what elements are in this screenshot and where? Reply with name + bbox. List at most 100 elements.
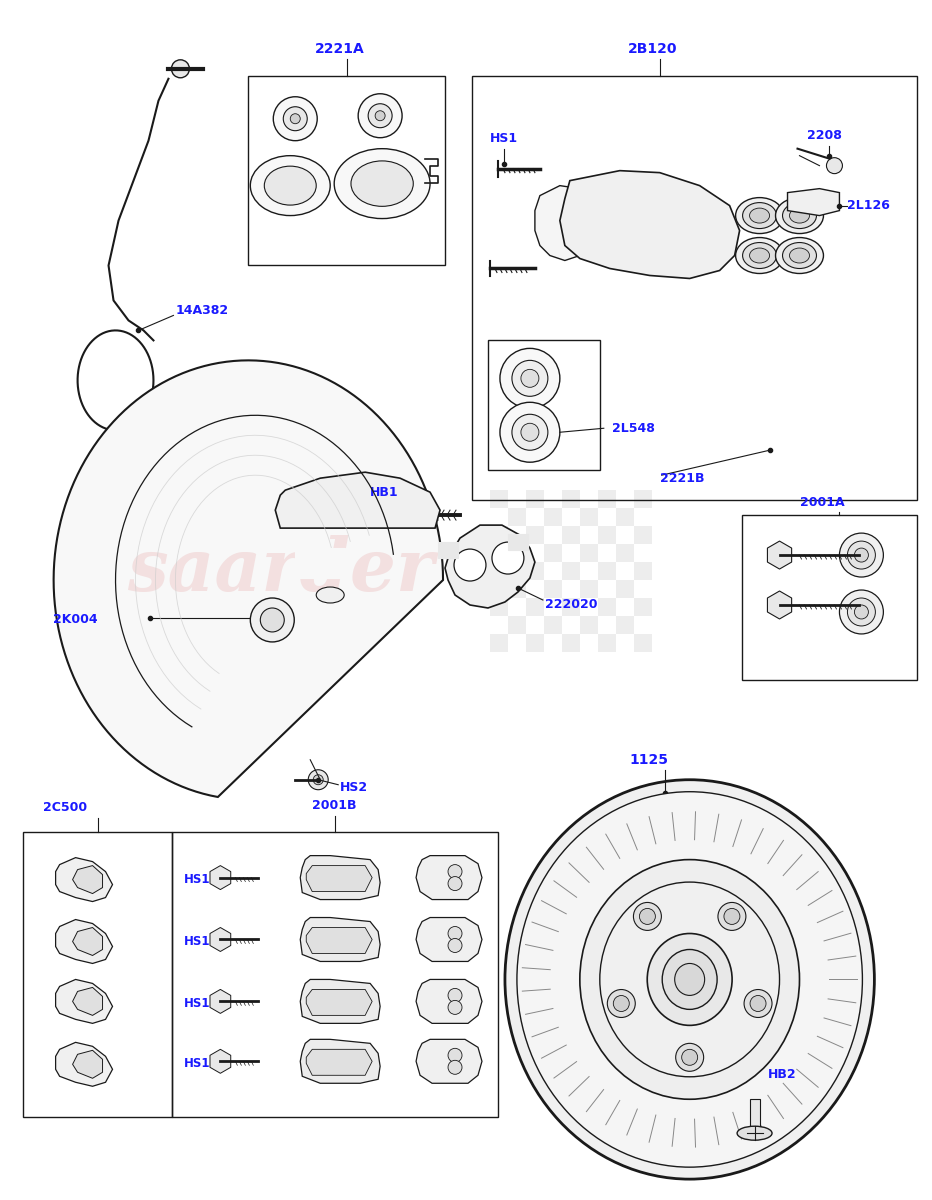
Bar xyxy=(562,562,580,580)
Bar xyxy=(526,562,544,580)
Polygon shape xyxy=(210,1049,231,1073)
Circle shape xyxy=(634,902,662,930)
Ellipse shape xyxy=(749,248,770,263)
Circle shape xyxy=(313,775,323,785)
Text: 2K004: 2K004 xyxy=(52,613,97,626)
Ellipse shape xyxy=(743,242,776,269)
Text: 2208: 2208 xyxy=(807,130,843,142)
Ellipse shape xyxy=(783,242,816,269)
Polygon shape xyxy=(300,979,380,1024)
Circle shape xyxy=(171,60,189,78)
Circle shape xyxy=(448,865,462,878)
Bar xyxy=(616,616,634,634)
Ellipse shape xyxy=(735,198,784,234)
Circle shape xyxy=(368,103,392,127)
Circle shape xyxy=(718,902,746,930)
Bar xyxy=(490,562,508,580)
Text: 2L126: 2L126 xyxy=(847,199,890,212)
Text: HS2: HS2 xyxy=(340,781,368,794)
Bar xyxy=(597,634,616,652)
Bar xyxy=(508,616,526,634)
Circle shape xyxy=(448,926,462,941)
Bar xyxy=(634,562,651,580)
Ellipse shape xyxy=(749,208,770,223)
Polygon shape xyxy=(307,990,372,1015)
Bar xyxy=(508,534,528,550)
Text: saarder: saarder xyxy=(127,534,433,606)
Polygon shape xyxy=(275,472,440,528)
Bar xyxy=(562,598,580,616)
Bar xyxy=(634,526,651,544)
Circle shape xyxy=(273,97,317,140)
Bar xyxy=(526,490,544,508)
Circle shape xyxy=(512,360,548,396)
Ellipse shape xyxy=(663,949,717,1009)
Circle shape xyxy=(260,608,284,632)
Circle shape xyxy=(744,990,772,1018)
Polygon shape xyxy=(300,856,380,900)
Polygon shape xyxy=(767,592,791,619)
Text: 1125: 1125 xyxy=(630,752,669,767)
Ellipse shape xyxy=(316,587,344,602)
Bar xyxy=(544,616,562,634)
Circle shape xyxy=(448,989,462,1002)
Bar xyxy=(544,508,562,526)
Text: HS1: HS1 xyxy=(184,874,210,886)
Circle shape xyxy=(376,110,385,121)
Ellipse shape xyxy=(265,166,316,205)
Text: 14A382: 14A382 xyxy=(175,304,228,317)
Ellipse shape xyxy=(737,1127,772,1140)
Ellipse shape xyxy=(789,208,810,223)
Text: HS1: HS1 xyxy=(490,132,518,145)
Circle shape xyxy=(521,370,539,388)
Bar xyxy=(562,490,580,508)
Bar xyxy=(488,341,600,470)
Circle shape xyxy=(827,157,843,174)
Circle shape xyxy=(847,598,875,626)
Bar xyxy=(597,526,616,544)
Polygon shape xyxy=(300,918,380,961)
Circle shape xyxy=(500,402,560,462)
Polygon shape xyxy=(210,928,231,952)
Text: HB1: HB1 xyxy=(370,486,399,499)
Circle shape xyxy=(855,548,869,562)
Circle shape xyxy=(448,1061,462,1074)
Circle shape xyxy=(283,107,308,131)
Polygon shape xyxy=(73,928,103,955)
Circle shape xyxy=(676,1043,704,1072)
Polygon shape xyxy=(416,856,482,900)
Polygon shape xyxy=(307,928,372,954)
Circle shape xyxy=(613,996,629,1012)
Text: 2L548: 2L548 xyxy=(611,421,654,434)
Text: 2C500: 2C500 xyxy=(43,802,87,814)
Circle shape xyxy=(608,990,636,1018)
Circle shape xyxy=(639,908,655,924)
Bar xyxy=(248,76,445,265)
Circle shape xyxy=(681,1049,698,1066)
Circle shape xyxy=(847,541,875,569)
Circle shape xyxy=(492,542,524,574)
Text: 222020: 222020 xyxy=(545,599,597,612)
Ellipse shape xyxy=(783,203,816,228)
Bar xyxy=(616,508,634,526)
Text: 2221B: 2221B xyxy=(660,472,705,485)
Text: HS1: HS1 xyxy=(184,1057,210,1070)
Bar xyxy=(742,515,917,680)
Circle shape xyxy=(448,1001,462,1014)
Ellipse shape xyxy=(580,859,800,1099)
Text: 2001B: 2001B xyxy=(312,799,357,812)
Text: 2221A: 2221A xyxy=(315,42,365,56)
Polygon shape xyxy=(54,360,443,797)
Bar xyxy=(562,526,580,544)
Ellipse shape xyxy=(517,792,862,1168)
Bar xyxy=(749,1099,760,1134)
Polygon shape xyxy=(56,979,113,1024)
Polygon shape xyxy=(56,858,113,901)
Bar xyxy=(544,580,562,598)
Polygon shape xyxy=(535,186,590,260)
Circle shape xyxy=(251,598,295,642)
Polygon shape xyxy=(307,1049,372,1075)
Ellipse shape xyxy=(647,934,733,1025)
Circle shape xyxy=(512,414,548,450)
Circle shape xyxy=(454,550,486,581)
